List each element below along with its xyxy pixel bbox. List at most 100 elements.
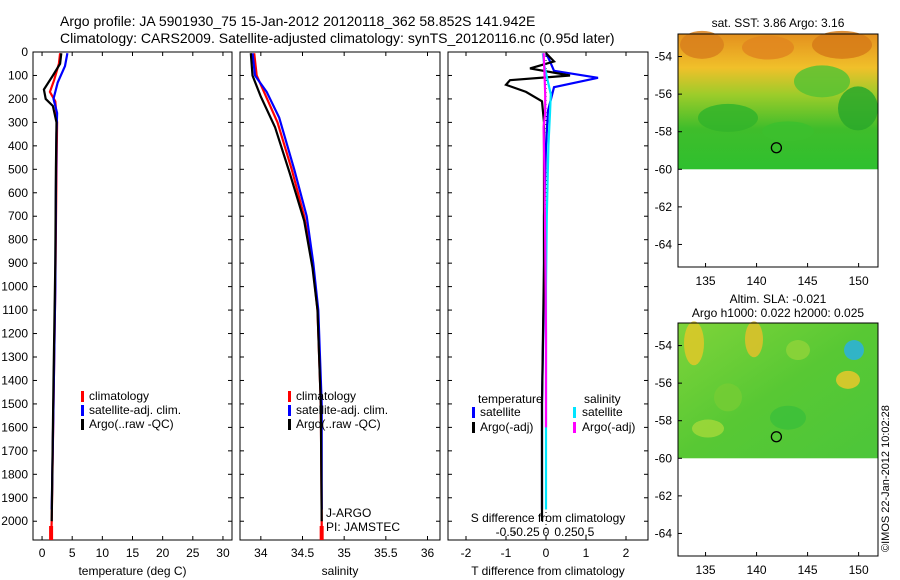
x-tick-label: 30: [216, 546, 230, 560]
x-tick-label: 15: [126, 546, 140, 560]
x-tick-label: 5: [69, 546, 76, 560]
x-tick-label: 35: [337, 546, 351, 560]
legend-swatch: [288, 391, 291, 402]
lat-tick-label: -62: [655, 489, 673, 503]
legend-swatch: [573, 422, 576, 433]
depth-tick-label: 900: [8, 256, 28, 270]
legend-entry: Argo(..raw -QC): [296, 417, 381, 431]
depth-tick-label: 600: [8, 186, 28, 200]
legend-entry: satellite: [582, 405, 623, 419]
legend-swatch: [81, 391, 84, 402]
map-panel-2: -54 -56 -58 -60 -62 -64 135 140 145 150 Altim. SLA…: [655, 292, 879, 577]
field-anomaly: [844, 340, 864, 361]
x-tick-label: 34.5: [291, 546, 315, 560]
depth-tick-label: 1400: [1, 373, 28, 387]
argo-position-marker: [770, 142, 783, 154]
argo-position-marker: [770, 431, 783, 443]
x-tick-label: 20: [156, 546, 170, 560]
lat-tick-label: -56: [655, 376, 673, 390]
field-anomaly: [838, 86, 878, 131]
field-anomaly: [786, 340, 810, 361]
lon-tick-label: 145: [798, 563, 818, 577]
legend-entry: Argo(-adj): [480, 420, 533, 434]
field-anomaly: [692, 419, 724, 438]
x-tick-label: 35.5: [374, 546, 398, 560]
field-anomaly: [714, 383, 742, 412]
field-anomaly: [745, 321, 763, 358]
s-axis-title: S difference from climatology: [471, 511, 626, 525]
field-anomaly: [680, 30, 724, 59]
legend-swatch: [573, 407, 576, 418]
legend-swatch: [81, 419, 84, 430]
climatology-bottom-marker: [49, 526, 54, 540]
pi-annotation: PI: JAMSTEC: [326, 520, 400, 534]
s-tick-label: -0.5: [496, 525, 517, 539]
profile-panel-2: 34 34.5 35 35.5 36 salinity climatologysatelli…: [239, 51, 441, 578]
x-tick-label: 2: [623, 546, 630, 560]
panel-frame: [32, 51, 233, 541]
lat-tick-label: -62: [655, 200, 673, 214]
depth-tick-label: 1700: [1, 444, 28, 458]
map-frame: [677, 322, 879, 557]
depth-tick-label: 1300: [1, 350, 28, 364]
map-panel-1: -54 -56 -58 -60 -62 -64 135 140 145 150 sat. SST: …: [655, 16, 879, 288]
series-line-argo-raw-qc-: [42, 53, 63, 522]
x-tick-label: 0: [543, 546, 550, 560]
depth-tick-label: 1800: [1, 467, 28, 481]
lat-tick-label: -54: [655, 50, 673, 64]
lon-tick-label: 150: [849, 563, 869, 577]
s-tick-label: -0.25: [512, 525, 540, 539]
map-title-line2: Argo h1000: 0.022 h2000: 0.025: [692, 306, 864, 320]
x-tick-label: 1: [583, 546, 590, 560]
x-axis-label: salinity: [322, 564, 359, 578]
depth-tick-label: 700: [8, 209, 28, 223]
field-anomaly: [762, 121, 814, 142]
x-tick-label: -1: [501, 546, 512, 560]
legend-entry: climatology: [89, 389, 149, 403]
climatology-bottom-marker: [319, 526, 324, 540]
figure-title-line2: Climatology: CARS2009. Satellite-adjuste…: [60, 30, 615, 46]
figure-title-line1: Argo profile: JA 5901930_75 15-Jan-2012 …: [60, 13, 536, 29]
depth-tick-label: 200: [8, 92, 28, 106]
lon-tick-label: 150: [849, 274, 869, 288]
depth-tick-label: 1600: [1, 420, 28, 434]
lat-tick-label: -58: [655, 414, 673, 428]
legend-entry: climatology: [296, 389, 356, 403]
x-tick-label: 34: [254, 546, 268, 560]
depth-tick-label: 800: [8, 233, 28, 247]
legend-swatch: [288, 419, 291, 430]
depth-tick-label: 400: [8, 139, 28, 153]
lon-tick-label: 145: [798, 274, 818, 288]
x-axis-label: temperature (deg C): [78, 564, 186, 578]
depth-tick-label: 1500: [1, 397, 28, 411]
series-line-salinity-argo-adj-: [542, 53, 548, 428]
lon-tick-label: 140: [747, 563, 767, 577]
lat-tick-label: -58: [655, 125, 673, 139]
s-tick-label: 0.25: [554, 525, 578, 539]
legend-salinity-title: salinity: [584, 392, 621, 406]
lat-tick-label: -60: [655, 162, 673, 176]
depth-tick-label: 0: [21, 45, 28, 59]
depth-tick-label: 1000: [1, 280, 28, 294]
field-anomaly: [684, 321, 704, 366]
field-anomaly: [794, 65, 850, 98]
field-anomaly: [836, 370, 860, 389]
lat-tick-label: -64: [655, 526, 673, 540]
x-tick-label: 36: [421, 546, 435, 560]
map-title: sat. SST: 3.86 Argo: 3.16: [712, 16, 845, 30]
x-tick-label: -2: [461, 546, 472, 560]
field-anomaly: [698, 103, 758, 132]
field-anomaly: [742, 35, 794, 60]
legend-entry: Argo(..raw -QC): [89, 417, 174, 431]
depth-tick-label: 1200: [1, 327, 28, 341]
lat-tick-label: -56: [655, 87, 673, 101]
series-line-argo-raw-qc-: [249, 53, 323, 522]
lat-tick-label: -64: [655, 237, 673, 251]
lon-tick-label: 135: [696, 563, 716, 577]
legend-swatch: [472, 407, 475, 418]
profile-panel-1: 0100200300400500600700800900100011001200…: [1, 45, 233, 578]
depth-tick-label: 2000: [1, 514, 28, 528]
panel-frame: [239, 51, 441, 541]
imos-timestamp: ©IMOS 22-Jan-2012 10:02:28: [880, 405, 892, 552]
lon-tick-label: 140: [747, 274, 767, 288]
